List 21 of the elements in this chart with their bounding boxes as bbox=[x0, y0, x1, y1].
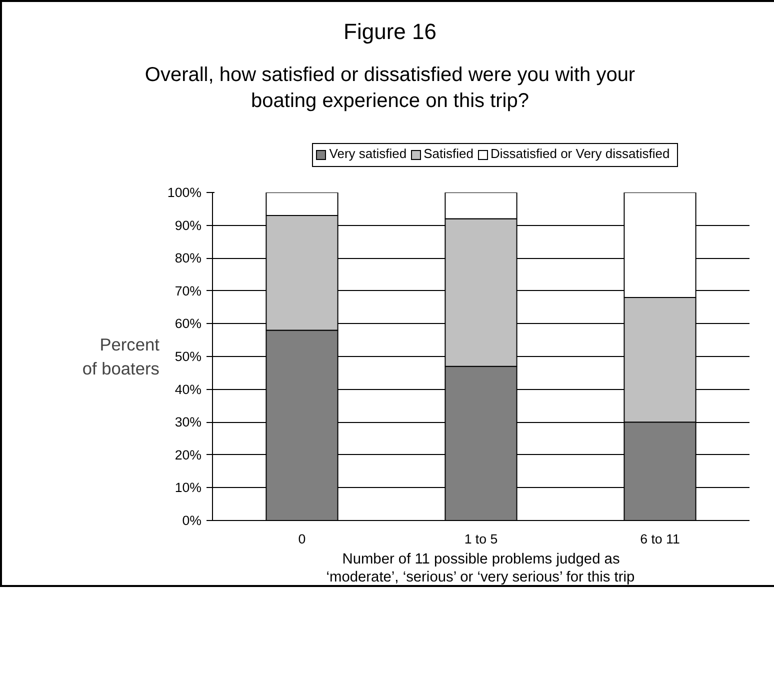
x-tick-label: 1 to 5 bbox=[464, 532, 498, 547]
y-tick-label: 60% bbox=[174, 316, 202, 332]
y-tick-label: 90% bbox=[174, 218, 202, 234]
chart-subtitle: Overall, how satisfied or dissatisfied were you with your boating experience on this trip? bbox=[144, 63, 636, 114]
legend-label: Dissatisfied or Very dissatisfied bbox=[490, 145, 670, 164]
y-tick-label: 20% bbox=[174, 448, 202, 463]
legend-label: Very satisfied bbox=[328, 145, 407, 164]
y-tick-label: 70% bbox=[174, 284, 202, 299]
y-tick-label: 30% bbox=[174, 414, 202, 430]
y-tick-label: 50% bbox=[174, 349, 202, 364]
y-tick-label: 10% bbox=[174, 480, 202, 496]
y-axis-title: Percent of boaters bbox=[82, 334, 160, 379]
y-tick-label: 100% bbox=[167, 185, 202, 200]
legend-label: Satisfied bbox=[422, 145, 474, 164]
chart-title: Figure 16 bbox=[344, 18, 436, 46]
x-tick-label: 0 bbox=[298, 532, 306, 547]
y-tick-label: 0% bbox=[182, 513, 202, 528]
y-tick-label: 80% bbox=[174, 250, 202, 266]
y-tick-label: 40% bbox=[174, 382, 202, 398]
x-axis-title: Number of 11 possible problems judged as ‘moderate’, ‘serious’ or ‘very serious’ for this trip bbox=[326, 552, 635, 586]
x-tick-label: 6 to 11 bbox=[640, 532, 680, 547]
